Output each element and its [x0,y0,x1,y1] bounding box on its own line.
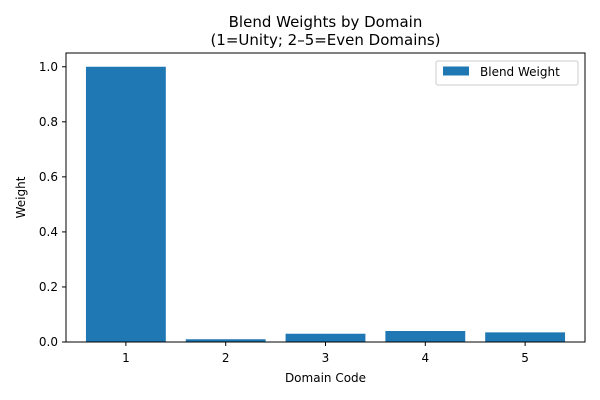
x-axis-label: Domain Code [285,371,366,385]
legend-swatch [443,66,469,76]
y-tick-label: 0.4 [39,225,58,239]
y-axis-ticks: 0.0 0.2 0.4 0.6 0.8 1.0 [39,60,66,349]
chart-title-line-2: (1=Unity; 2–5=Even Domains) [210,31,440,49]
bar-2 [185,339,266,342]
bar-3 [285,333,366,342]
x-tick-label: 1 [122,351,130,365]
x-tick-label: 4 [421,351,429,365]
y-tick-label: 0.8 [39,115,58,129]
y-tick-label: 1.0 [39,60,58,74]
y-axis-label: Weight [14,176,28,218]
chart-title-line-1: Blend Weights by Domain [229,13,423,31]
bar-4 [385,330,466,342]
y-tick-label: 0.6 [39,170,58,184]
x-tick-label: 5 [521,351,529,365]
legend: Blend Weight [435,60,579,86]
legend-label: Blend Weight [480,65,560,79]
bar-1 [85,66,166,342]
x-tick-label: 3 [322,351,330,365]
y-tick-label: 0.2 [39,280,58,294]
bar-5 [485,332,566,342]
legend-box [435,60,579,86]
bars-group [85,66,566,342]
x-axis-ticks: 1 2 3 4 5 [122,342,529,365]
x-tick-label: 2 [222,351,230,365]
y-tick-label: 0.0 [39,335,58,349]
plot-frame [65,52,586,343]
